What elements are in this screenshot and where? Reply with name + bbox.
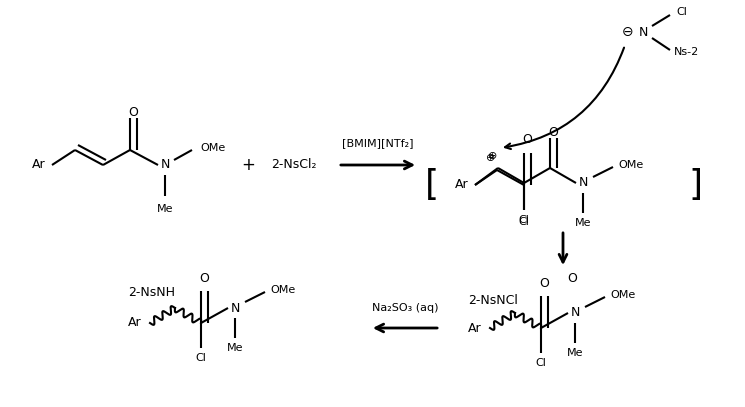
Text: OMe: OMe: [270, 285, 295, 295]
Text: O: O: [548, 125, 558, 138]
Text: O: O: [522, 133, 532, 146]
Text: Cl: Cl: [195, 353, 206, 363]
Text: [BMIM][NTf₂]: [BMIM][NTf₂]: [342, 138, 413, 148]
Text: O: O: [199, 272, 209, 285]
Text: ]: ]: [688, 168, 702, 202]
Text: 2-NsNH: 2-NsNH: [128, 287, 175, 300]
Text: O: O: [128, 105, 138, 118]
Text: ⊕: ⊕: [488, 151, 498, 161]
Text: Ar: Ar: [128, 317, 142, 330]
Text: [: [: [425, 168, 439, 202]
Text: Na₂SO₃ (aq): Na₂SO₃ (aq): [372, 303, 438, 313]
Text: Me: Me: [156, 204, 174, 214]
Text: O: O: [539, 277, 549, 290]
Text: O: O: [567, 272, 577, 285]
Text: OMe: OMe: [618, 160, 643, 170]
Text: Me: Me: [574, 218, 592, 228]
Text: 2-NsCl₂: 2-NsCl₂: [271, 158, 317, 171]
Text: N: N: [571, 306, 580, 319]
Text: Cl: Cl: [519, 215, 530, 225]
Text: Ar: Ar: [32, 158, 45, 171]
Text: Cl: Cl: [536, 358, 546, 368]
Text: ⊖: ⊖: [622, 25, 634, 39]
Text: Cl: Cl: [676, 7, 687, 17]
Text: OMe: OMe: [200, 143, 225, 153]
Text: Cl: Cl: [519, 217, 530, 227]
Text: OMe: OMe: [610, 290, 635, 300]
Text: Me: Me: [226, 343, 244, 353]
Text: 2-NsNCl: 2-NsNCl: [468, 293, 518, 306]
Text: N: N: [578, 177, 588, 190]
Text: N: N: [638, 26, 647, 39]
Text: Ns-2: Ns-2: [674, 47, 700, 57]
Text: N: N: [160, 158, 170, 171]
Text: Me: Me: [567, 348, 583, 358]
Text: +: +: [241, 156, 255, 174]
Text: ⊕: ⊕: [486, 153, 495, 163]
Text: Ar: Ar: [455, 179, 469, 192]
Text: N: N: [230, 302, 240, 315]
Text: Ar: Ar: [468, 322, 481, 335]
